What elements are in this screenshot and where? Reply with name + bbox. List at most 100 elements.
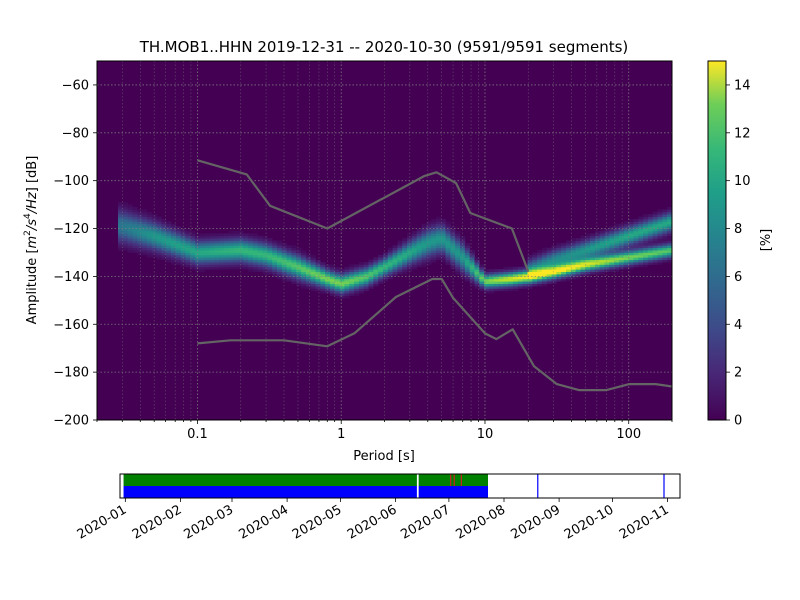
density-cell <box>652 247 658 251</box>
density-cell <box>604 242 610 246</box>
density-cell <box>339 274 345 277</box>
density-cell <box>272 240 278 244</box>
density-cell <box>156 238 162 241</box>
density-cell <box>171 250 177 253</box>
density-cell <box>248 233 254 237</box>
density-cell <box>320 274 326 277</box>
density-cell <box>339 278 345 282</box>
density-cell <box>305 266 312 270</box>
density-cell <box>329 266 336 270</box>
density-cell <box>638 238 644 241</box>
density-cell <box>185 240 191 244</box>
density-cell <box>445 247 451 251</box>
density-cell <box>431 221 437 225</box>
density-cell <box>252 252 259 256</box>
density-cell <box>440 230 446 234</box>
density-cell <box>305 257 312 261</box>
density-cell <box>204 245 210 249</box>
density-cell <box>537 264 543 268</box>
density-cell <box>469 278 475 282</box>
density-cell <box>599 235 605 239</box>
density-cell <box>431 252 437 256</box>
density-cell <box>479 266 485 270</box>
density-cell <box>252 257 259 261</box>
density-cell <box>407 254 413 258</box>
density-cell <box>344 276 350 280</box>
density-cell <box>156 226 162 229</box>
density-cell <box>339 293 345 296</box>
density-cell <box>267 262 273 265</box>
density-cell <box>503 283 509 287</box>
density-cell <box>546 278 552 282</box>
density-cell <box>397 247 403 251</box>
density-cell <box>209 262 215 265</box>
density-cell <box>329 271 336 275</box>
density-cell <box>368 269 374 273</box>
density-cell <box>474 269 480 273</box>
density-cell <box>146 218 153 222</box>
density-cell <box>272 257 278 261</box>
density-cell <box>450 254 456 258</box>
timeline-tick-label: 2020-06 <box>345 502 400 542</box>
density-cell <box>426 245 432 249</box>
density-cell <box>570 274 577 277</box>
density-cell <box>301 264 307 268</box>
density-cell <box>532 278 538 282</box>
density-cell <box>339 281 345 284</box>
density-cell <box>411 266 418 270</box>
density-cell <box>243 262 249 265</box>
density-cell <box>435 254 442 258</box>
density-cell <box>175 259 182 263</box>
x-tick-label: 1 <box>337 427 345 442</box>
density-cell <box>416 228 422 232</box>
density-cell <box>426 262 432 265</box>
density-cell <box>484 290 490 294</box>
density-cell <box>604 233 610 237</box>
density-cell <box>667 238 672 241</box>
density-cell <box>638 235 644 239</box>
density-cell <box>435 218 442 222</box>
density-cell <box>305 262 312 265</box>
density-cell <box>460 240 466 244</box>
density-cell <box>199 262 206 265</box>
density-cell <box>411 238 418 241</box>
density-cell <box>315 281 321 284</box>
density-cell <box>561 271 567 275</box>
density-cell <box>474 259 480 263</box>
density-cell <box>339 283 345 287</box>
density-cell <box>378 276 384 280</box>
density-cell <box>652 257 658 261</box>
density-cell <box>387 257 393 261</box>
density-cell <box>142 235 148 239</box>
density-cell <box>662 259 668 263</box>
density-cell <box>122 211 129 215</box>
density-cell <box>590 254 596 258</box>
density-cell <box>315 278 321 282</box>
density-cell <box>416 235 422 239</box>
density-cell <box>118 221 124 225</box>
density-cell <box>397 266 403 270</box>
density-cell <box>142 242 148 246</box>
density-cell <box>445 221 451 225</box>
density-cell <box>233 233 239 237</box>
density-cell <box>580 250 586 253</box>
density-cell <box>219 264 225 268</box>
density-cell <box>599 259 605 263</box>
density-cell <box>590 235 596 239</box>
density-cell <box>329 278 336 282</box>
density-cell <box>185 247 191 251</box>
density-cell <box>146 240 153 244</box>
density-cell <box>272 259 278 263</box>
density-cell <box>243 238 249 241</box>
density-cell <box>301 257 307 261</box>
density-cell <box>652 216 658 220</box>
density-cell <box>594 233 601 237</box>
density-cell <box>421 228 427 232</box>
density-cell <box>503 266 509 270</box>
density-cell <box>334 285 341 289</box>
density-cell <box>455 250 461 253</box>
density-cell <box>368 276 374 280</box>
density-cell <box>209 245 215 249</box>
density-cell <box>445 228 451 232</box>
